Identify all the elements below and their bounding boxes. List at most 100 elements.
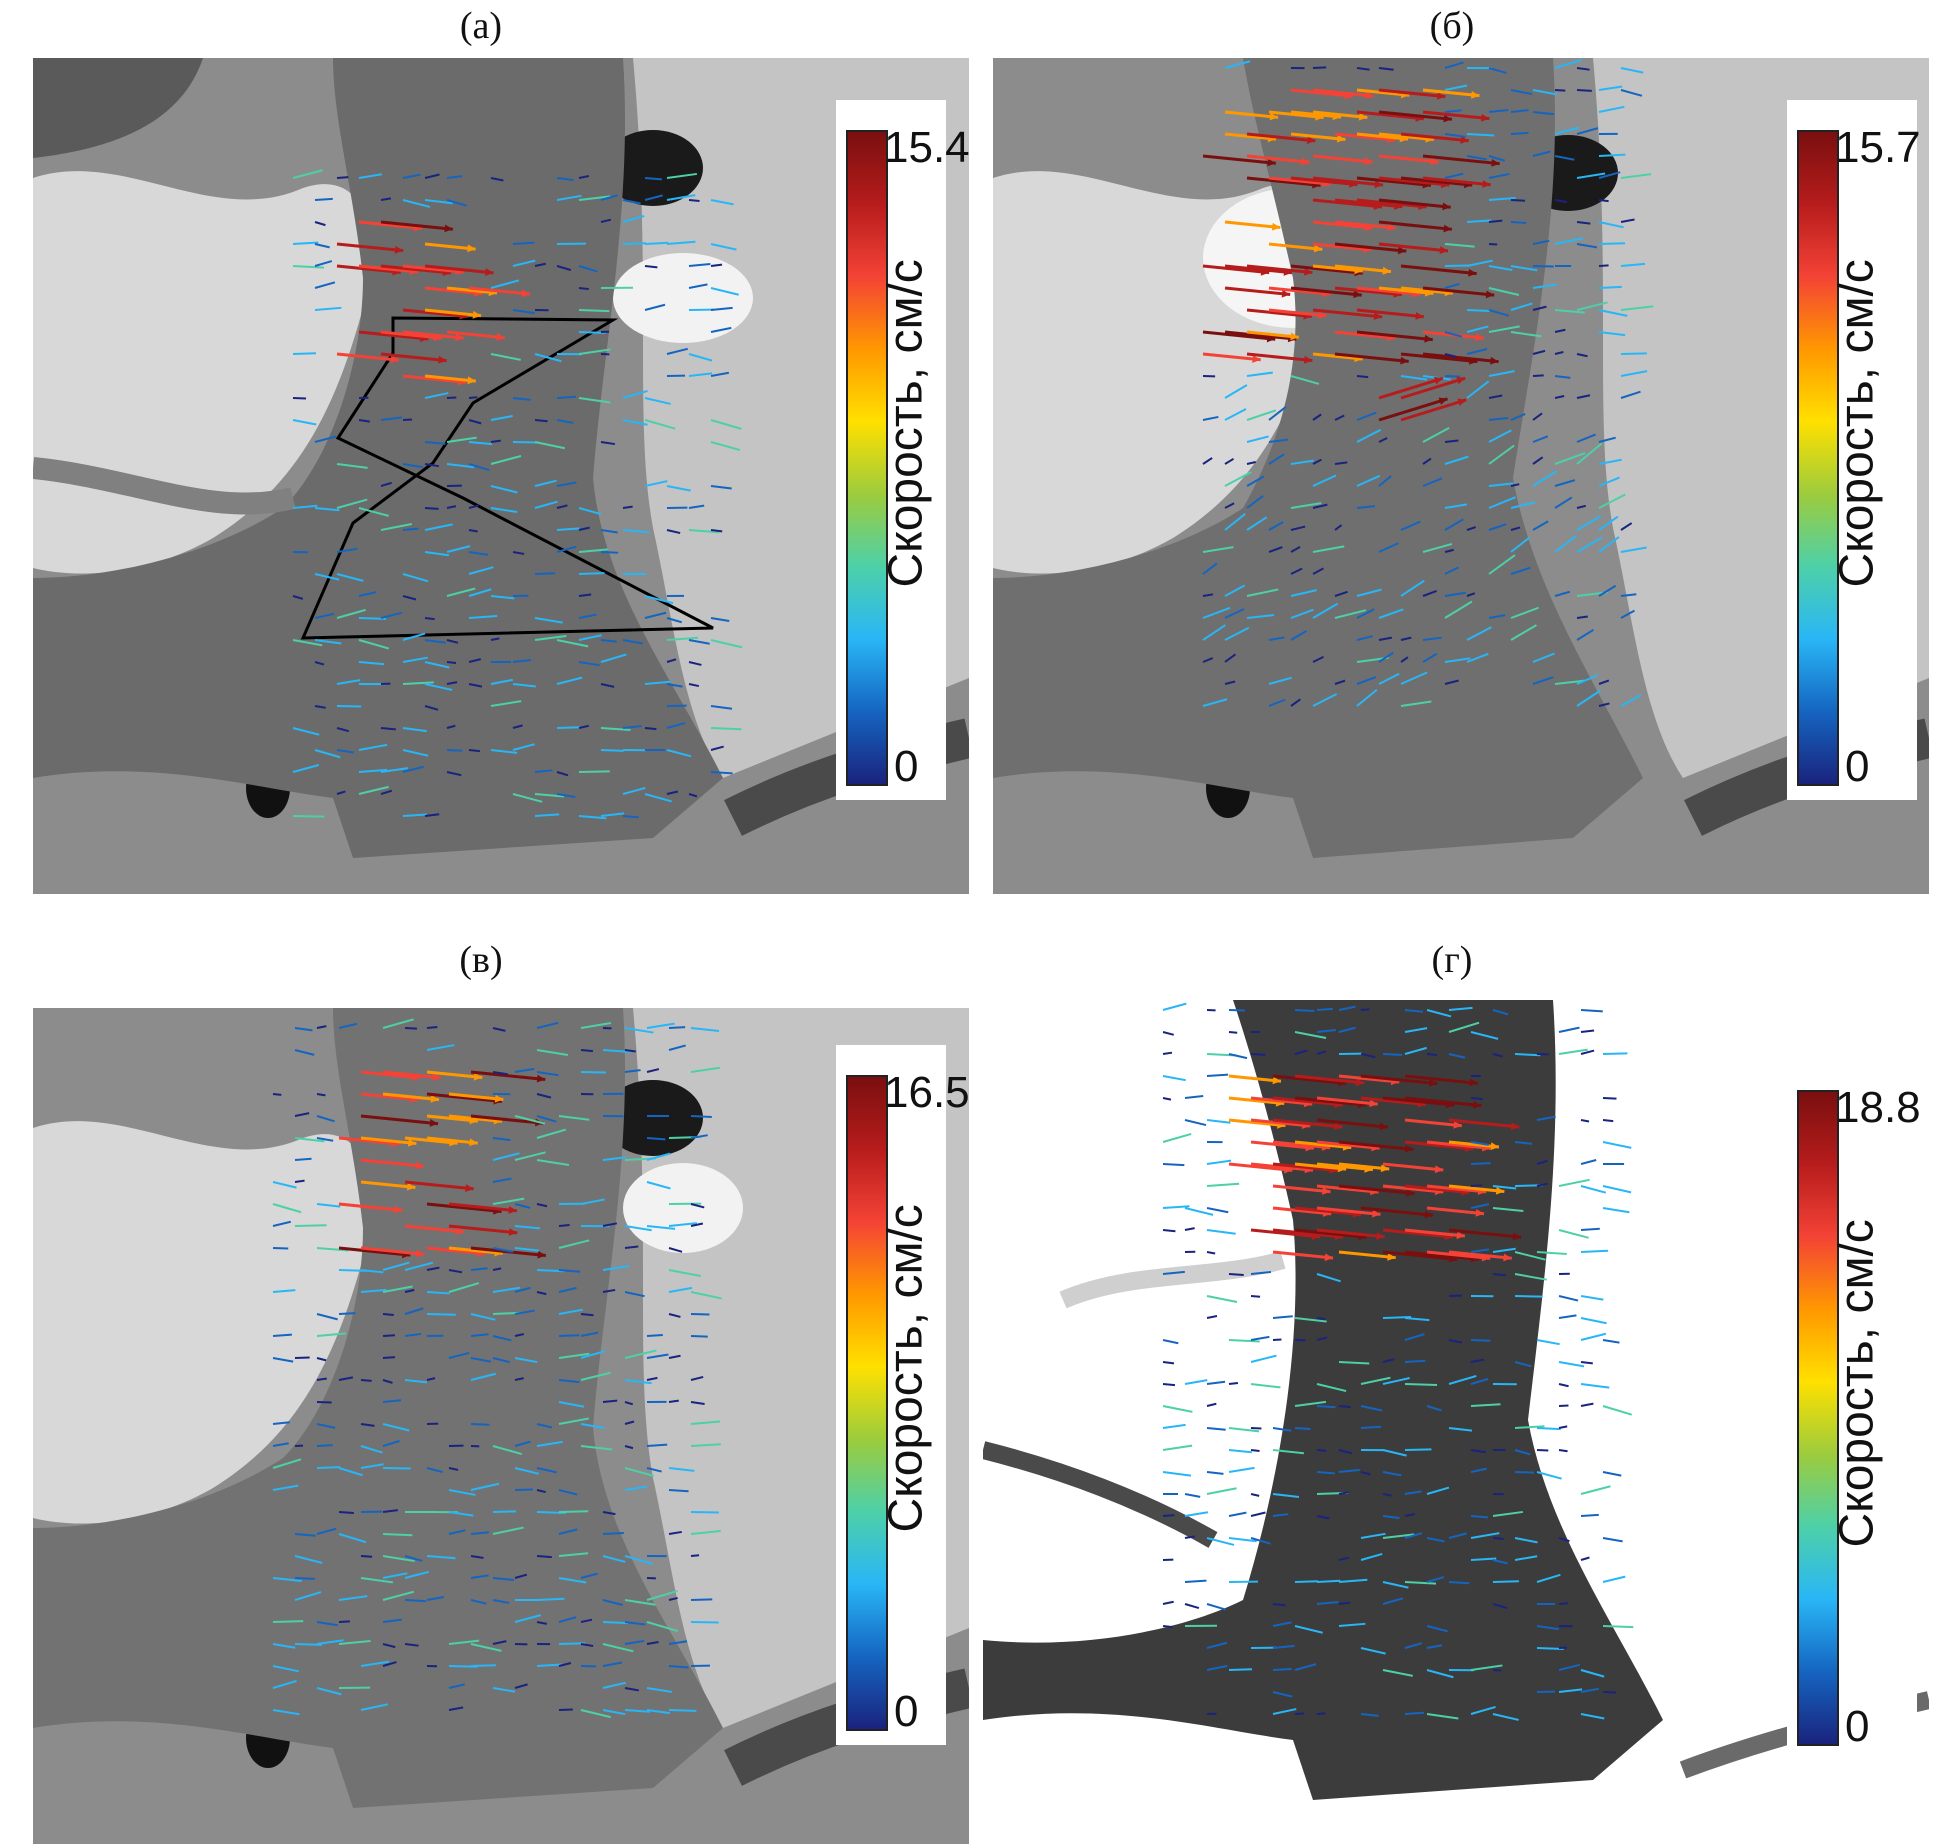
- velocity-arrow: [1339, 1603, 1350, 1604]
- velocity-arrow: [1229, 1669, 1252, 1670]
- velocity-arrow: [1317, 1472, 1335, 1473]
- velocity-arrow: [381, 728, 396, 729]
- velocity-arrow: [535, 573, 555, 574]
- velocity-arrow: [361, 1556, 372, 1557]
- velocity-arrow: [427, 1314, 456, 1315]
- velocity-arrow: [1515, 1472, 1534, 1473]
- velocity-arrow: [1163, 1164, 1184, 1165]
- velocity-arrow: [273, 1621, 303, 1622]
- velocity-arrow: [1621, 353, 1647, 354]
- velocity-arrow: [1295, 1428, 1310, 1429]
- velocity-arrow: [691, 1622, 719, 1623]
- velocity-arrow: [1163, 1384, 1175, 1385]
- velocity-arrow: [1537, 1428, 1561, 1429]
- colorbar-d: 18.8 0 Скорость, см/с: [1787, 1060, 1917, 1770]
- velocity-arrow: [493, 1511, 516, 1512]
- colorbar-label-b: Скорость, см/с: [1830, 268, 1885, 588]
- velocity-arrow: [1445, 265, 1469, 266]
- velocity-arrow: [1471, 1185, 1482, 1186]
- velocity-arrow: [339, 1621, 350, 1622]
- velocity-arrow: [513, 243, 534, 244]
- velocity-arrow: [317, 1094, 325, 1095]
- velocity-arrow: [669, 1710, 696, 1711]
- velocity-arrow: [623, 507, 633, 508]
- velocity-arrow: [1581, 1229, 1600, 1230]
- velocity-arrow: [1511, 222, 1526, 223]
- velocity-arrow: [645, 728, 656, 729]
- velocity-arrow: [1581, 1251, 1608, 1252]
- satellite-image-a: [33, 58, 969, 894]
- velocity-arrow: [645, 266, 657, 267]
- velocity-arrow: [315, 199, 333, 200]
- velocity-arrow: [273, 1335, 292, 1336]
- velocity-arrow: [1603, 1053, 1627, 1054]
- velocity-arrow: [1555, 90, 1565, 91]
- velocity-arrow: [1295, 1713, 1304, 1714]
- velocity-arrow: [1515, 1054, 1540, 1055]
- velocity-arrow: [1163, 1362, 1174, 1363]
- velocity-arrow: [1489, 244, 1497, 245]
- velocity-arrow: [647, 1445, 667, 1446]
- velocity-arrow: [711, 265, 722, 266]
- velocity-arrow: [1559, 1450, 1568, 1451]
- velocity-arrow: [295, 1578, 315, 1579]
- velocity-arrow: [1317, 1009, 1333, 1010]
- velocity-arrow: [535, 420, 548, 421]
- velocity-arrow: [1471, 1163, 1491, 1164]
- velocity-arrow: [1493, 1538, 1504, 1539]
- velocity-arrow: [1313, 67, 1326, 68]
- velocity-arrow: [1251, 1054, 1265, 1055]
- velocity-arrow: [1471, 1340, 1490, 1341]
- velocity-arrow: [1603, 1098, 1616, 1099]
- velocity-arrow: [601, 552, 618, 553]
- velocity-arrow: [537, 1556, 552, 1557]
- velocity-arrow: [691, 1555, 699, 1556]
- velocity-arrow: [579, 310, 609, 311]
- velocity-arrow: [295, 1225, 327, 1226]
- colorbar-a: 15.4 0 Скорость, см/с: [836, 100, 946, 800]
- velocity-arrow: [711, 530, 722, 531]
- velocity-arrow: [1471, 1516, 1488, 1517]
- velocity-arrow: [1295, 1010, 1314, 1011]
- velocity-arrow: [645, 178, 662, 179]
- velocity-arrow: [557, 727, 580, 728]
- colorbar-c: 16.5 0 Скорость, см/с: [836, 1045, 946, 1745]
- velocity-arrow: [339, 1313, 355, 1314]
- velocity-arrow: [447, 750, 462, 751]
- colorbar-b: 15.7 0 Скорость, см/с: [1787, 100, 1917, 800]
- velocity-arrow: [337, 706, 361, 707]
- velocity-arrow: [1163, 1515, 1174, 1516]
- velocity-arrow: [1405, 1713, 1424, 1714]
- colorbar-max-b: 15.7: [1835, 126, 1921, 170]
- velocity-arrow: [1467, 310, 1490, 311]
- velocity-arrow: [405, 1028, 417, 1029]
- velocity-arrow: [1511, 200, 1525, 201]
- velocity-arrow: [579, 573, 605, 574]
- velocity-arrow: [1317, 1318, 1325, 1319]
- colorbar-min-d: 0: [1845, 1705, 1869, 1749]
- velocity-arrow: [425, 618, 435, 619]
- velocity-arrow: [1559, 1603, 1568, 1604]
- velocity-arrow: [273, 1248, 288, 1249]
- velocity-arrow: [403, 419, 412, 420]
- velocity-arrow: [623, 243, 646, 244]
- velocity-arrow: [403, 529, 418, 530]
- velocity-arrow: [1581, 1010, 1603, 1011]
- velocity-arrow: [669, 1027, 685, 1028]
- velocity-arrow: [1603, 1692, 1616, 1693]
- velocity-arrow: [1317, 1581, 1340, 1582]
- velocity-arrow: [711, 772, 733, 773]
- velocity-arrow: [647, 1138, 665, 1139]
- velocity-arrow: [1599, 243, 1625, 244]
- velocity-arrow: [1533, 266, 1554, 267]
- panel-label-c: (в): [381, 938, 581, 982]
- velocity-arrow: [691, 1116, 712, 1117]
- velocity-arrow: [645, 243, 668, 244]
- velocity-arrow: [1537, 1450, 1548, 1451]
- velocity-arrow: [383, 1357, 395, 1358]
- velocity-arrow: [581, 1050, 593, 1051]
- velocity-arrow: [1361, 1427, 1381, 1428]
- velocity-arrow: [1207, 1075, 1228, 1076]
- velocity-arrow: [427, 1027, 437, 1028]
- panel-label-b: (б): [1352, 4, 1552, 48]
